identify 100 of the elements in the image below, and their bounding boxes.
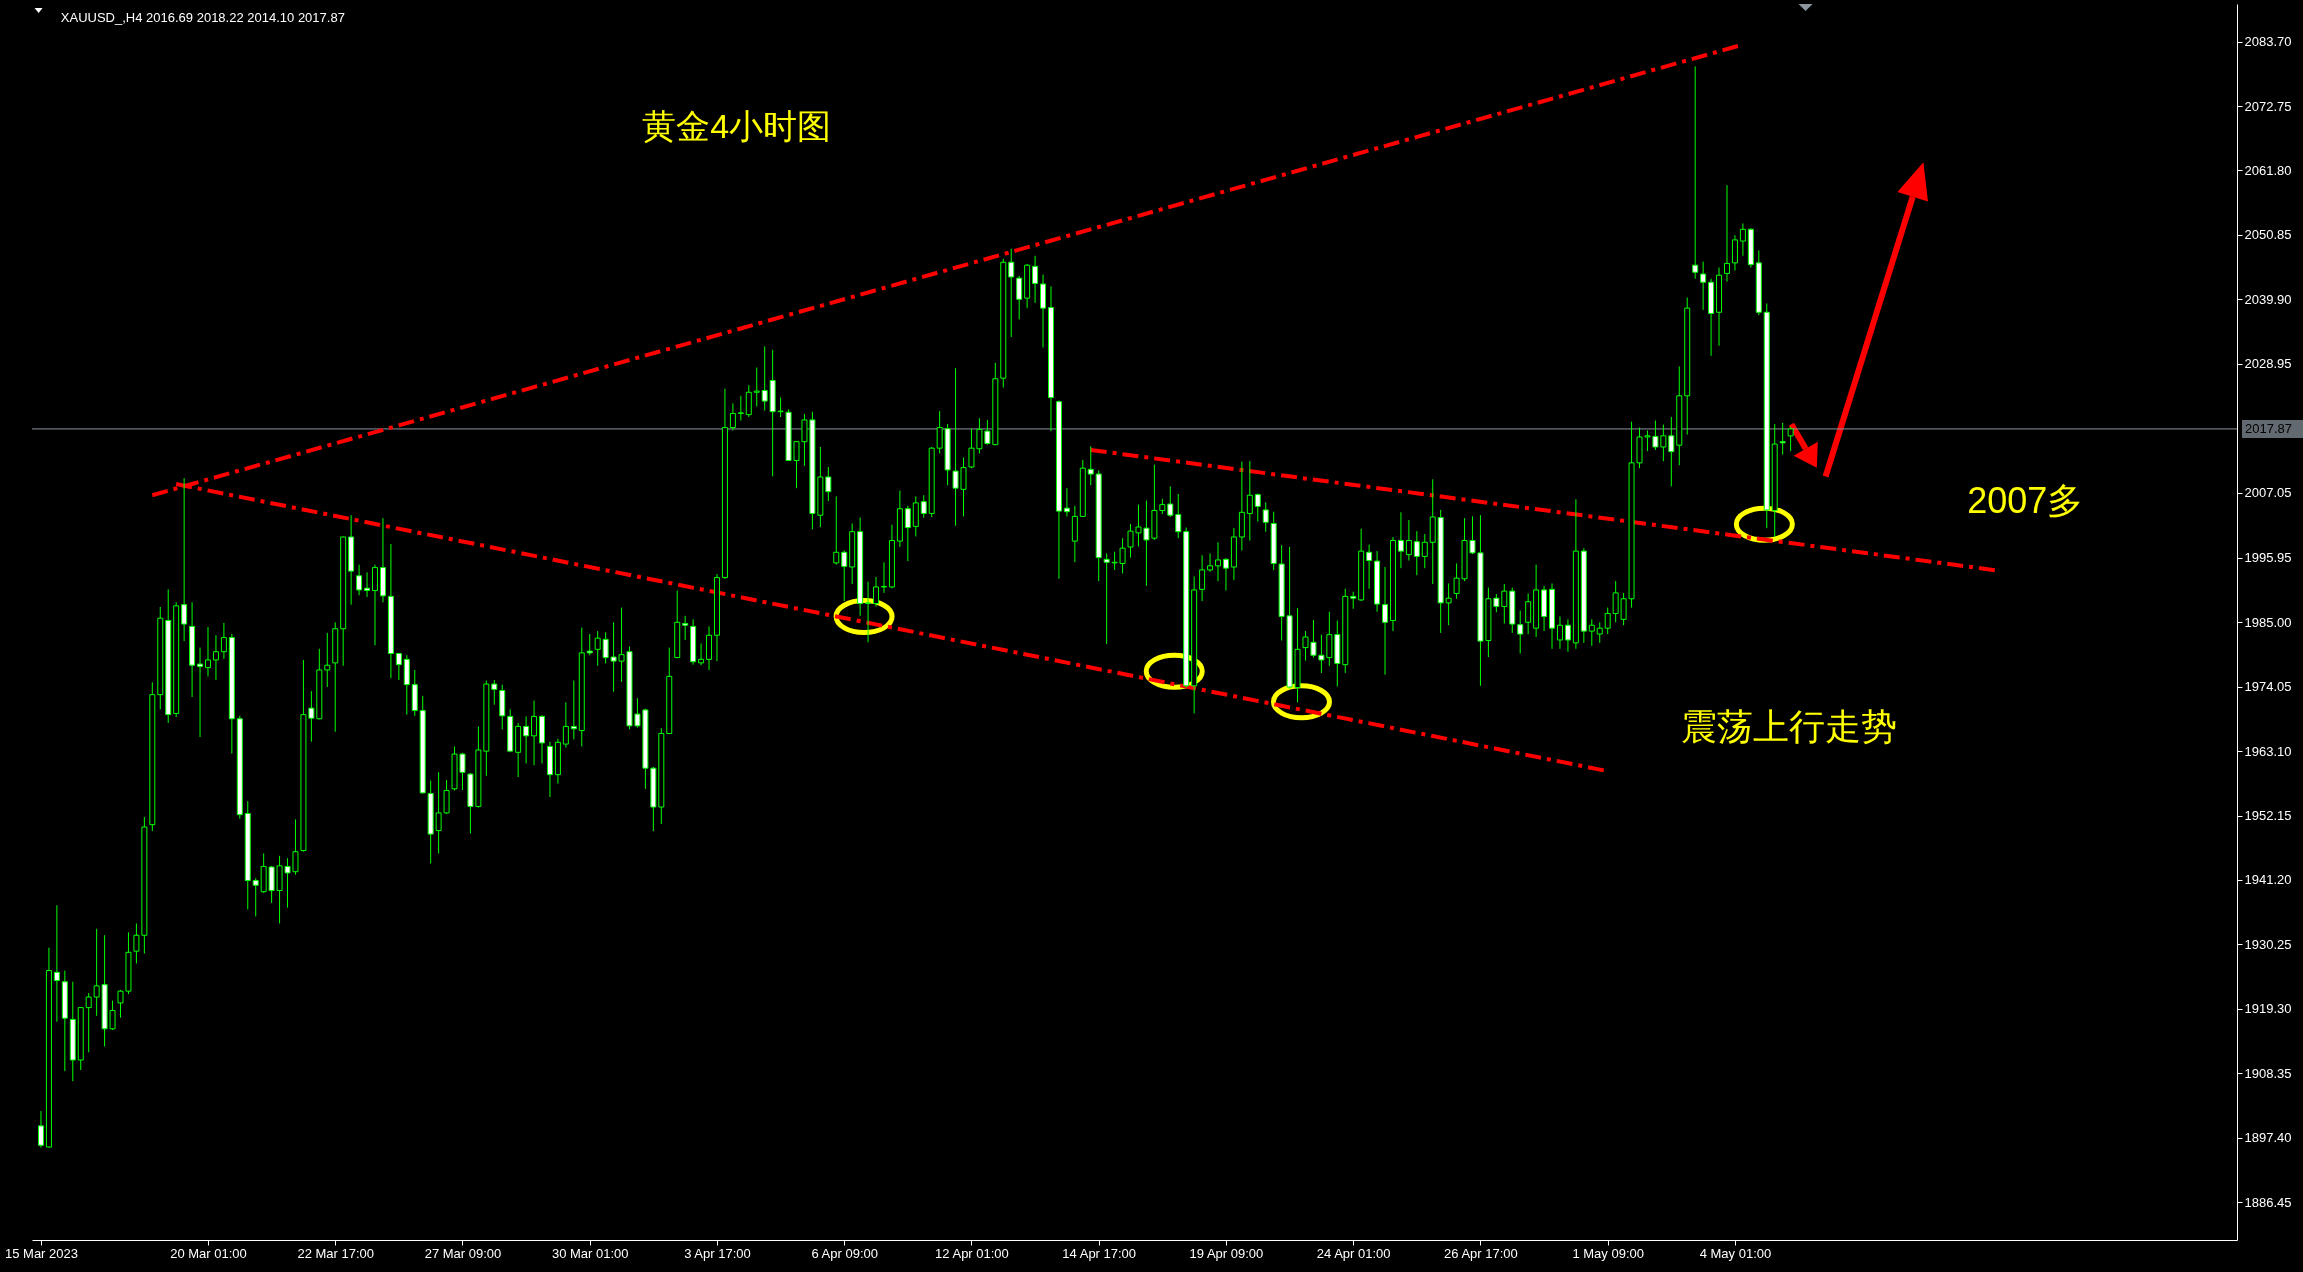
text: 黄金4小时图 — [642, 106, 832, 148]
x-tick-label: 1 May 09:00 — [1572, 1245, 1644, 1261]
candlestick — [1421, 533, 1428, 569]
x-tick-label: 12 Apr 01:00 — [935, 1245, 1009, 1261]
candlestick — [698, 642, 705, 666]
y-tick-label: 1941.20 — [2244, 872, 2292, 888]
candlestick — [1246, 460, 1253, 542]
candlestick — [737, 395, 744, 422]
candlestick — [1016, 275, 1023, 320]
candlestick — [1087, 445, 1094, 486]
y-tick-label: 2039.90 — [2244, 291, 2292, 307]
x-tick-label: 19 Apr 09:00 — [1189, 1245, 1264, 1261]
candlestick — [1063, 487, 1070, 517]
candlestick — [1199, 554, 1206, 602]
candlestick — [562, 701, 569, 749]
x-tick-label: 14 Apr 17:00 — [1062, 1245, 1137, 1261]
candlestick — [1787, 426, 1794, 452]
y-tick-label: 1930.25 — [2244, 936, 2292, 952]
x-tick-label: 20 Mar 01:00 — [170, 1245, 247, 1261]
x-tick-label: 26 Apr 17:00 — [1444, 1245, 1518, 1261]
candlestick — [904, 505, 911, 562]
candlestick — [1167, 485, 1174, 518]
y-tick-label: 2028.95 — [2244, 356, 2292, 372]
candlestick — [1564, 618, 1571, 653]
x-tick-label: 6 Apr 09:00 — [811, 1245, 878, 1261]
y-tick-label: 1963.10 — [2244, 743, 2292, 759]
candlestick — [1556, 615, 1563, 650]
candlestick — [1215, 541, 1222, 582]
candlestick — [1517, 610, 1524, 654]
candlestick — [1588, 618, 1595, 647]
x-tick-label: 22 Mar 17:00 — [297, 1245, 375, 1261]
candlestick — [729, 402, 736, 432]
candlestick — [197, 647, 204, 738]
candlestick — [833, 495, 840, 566]
candlestick — [912, 495, 919, 537]
candlestick — [1700, 261, 1707, 311]
candlestick — [1413, 530, 1420, 576]
candlestick — [570, 680, 577, 740]
x-tick-label: 24 Apr 01:00 — [1316, 1245, 1391, 1261]
y-tick-label: 2083.70 — [2244, 34, 2292, 50]
candlestick — [523, 715, 530, 764]
candlestick — [1207, 552, 1214, 573]
candlestick — [1692, 65, 1699, 280]
candlestick — [920, 494, 927, 519]
y-tick-label: 2072.75 — [2244, 98, 2292, 114]
candlestick — [682, 615, 689, 641]
annotation: 2007多 — [1967, 478, 2084, 523]
candlestick — [252, 877, 259, 917]
candlestick — [880, 561, 887, 594]
y-tick-label: 1974.05 — [2244, 679, 2292, 695]
y-tick-label: 2007.05 — [2244, 485, 2292, 501]
candlestick — [1397, 511, 1404, 569]
candlestick — [841, 550, 848, 602]
candlestick — [1405, 519, 1412, 562]
annotation: 震荡上行走势 — [1681, 704, 1897, 749]
candlestick — [395, 652, 402, 681]
candlestick — [324, 632, 331, 688]
y-tick-label: 1985.00 — [2244, 614, 2292, 630]
candlestick — [1262, 501, 1269, 533]
candlestick — [1731, 234, 1738, 271]
candlestick — [204, 626, 211, 677]
annotation: XAUUSD_,H4 2016.69 2018.22 2014.10 2017.87 — [60, 9, 345, 25]
candlestick — [1596, 621, 1603, 644]
candlestick — [1032, 255, 1039, 304]
candlestick — [1739, 222, 1746, 257]
candlestick — [1525, 592, 1532, 635]
candlestick — [865, 581, 872, 643]
candlestick — [1723, 184, 1730, 283]
y-tick-label: 1886.45 — [2244, 1194, 2292, 1210]
candlestick — [1222, 557, 1229, 592]
candlestick — [1175, 493, 1182, 539]
ref-line-label: 2017.87 — [2245, 420, 2292, 436]
candlestick — [531, 700, 538, 766]
candlestick — [873, 576, 880, 607]
y-tick-label: 1952.15 — [2244, 808, 2292, 824]
y-tick-label: 1995.95 — [2244, 550, 2292, 566]
candlestick — [491, 679, 498, 706]
candlestick — [1779, 422, 1786, 456]
candlestick — [364, 571, 371, 598]
candlestick — [1254, 492, 1261, 523]
candlestick — [181, 477, 188, 642]
candlestick — [1008, 248, 1015, 338]
candlestick — [53, 904, 60, 1023]
candlestick — [212, 634, 219, 681]
y-tick-label: 2061.80 — [2244, 162, 2292, 178]
candlestick — [372, 564, 378, 646]
candlestick — [1604, 607, 1611, 635]
candlestick — [586, 633, 593, 656]
candlestick — [37, 1110, 44, 1149]
y-tick-label: 2050.85 — [2244, 227, 2292, 243]
y-tick-label: 1897.40 — [2244, 1130, 2292, 1146]
candlestick — [745, 384, 752, 418]
candlestick — [220, 622, 227, 660]
candlestick — [753, 367, 760, 407]
y-tick-label: 1919.30 — [2244, 1001, 2292, 1017]
x-tick-label: 30 Mar 01:00 — [551, 1245, 629, 1261]
x-tick-label: 4 May 01:00 — [1699, 1245, 1772, 1261]
candlestick — [1382, 566, 1389, 676]
x-tick-label: 3 Apr 17:00 — [684, 1245, 751, 1261]
x-tick-label: 15 Mar 2023 — [4, 1245, 78, 1261]
